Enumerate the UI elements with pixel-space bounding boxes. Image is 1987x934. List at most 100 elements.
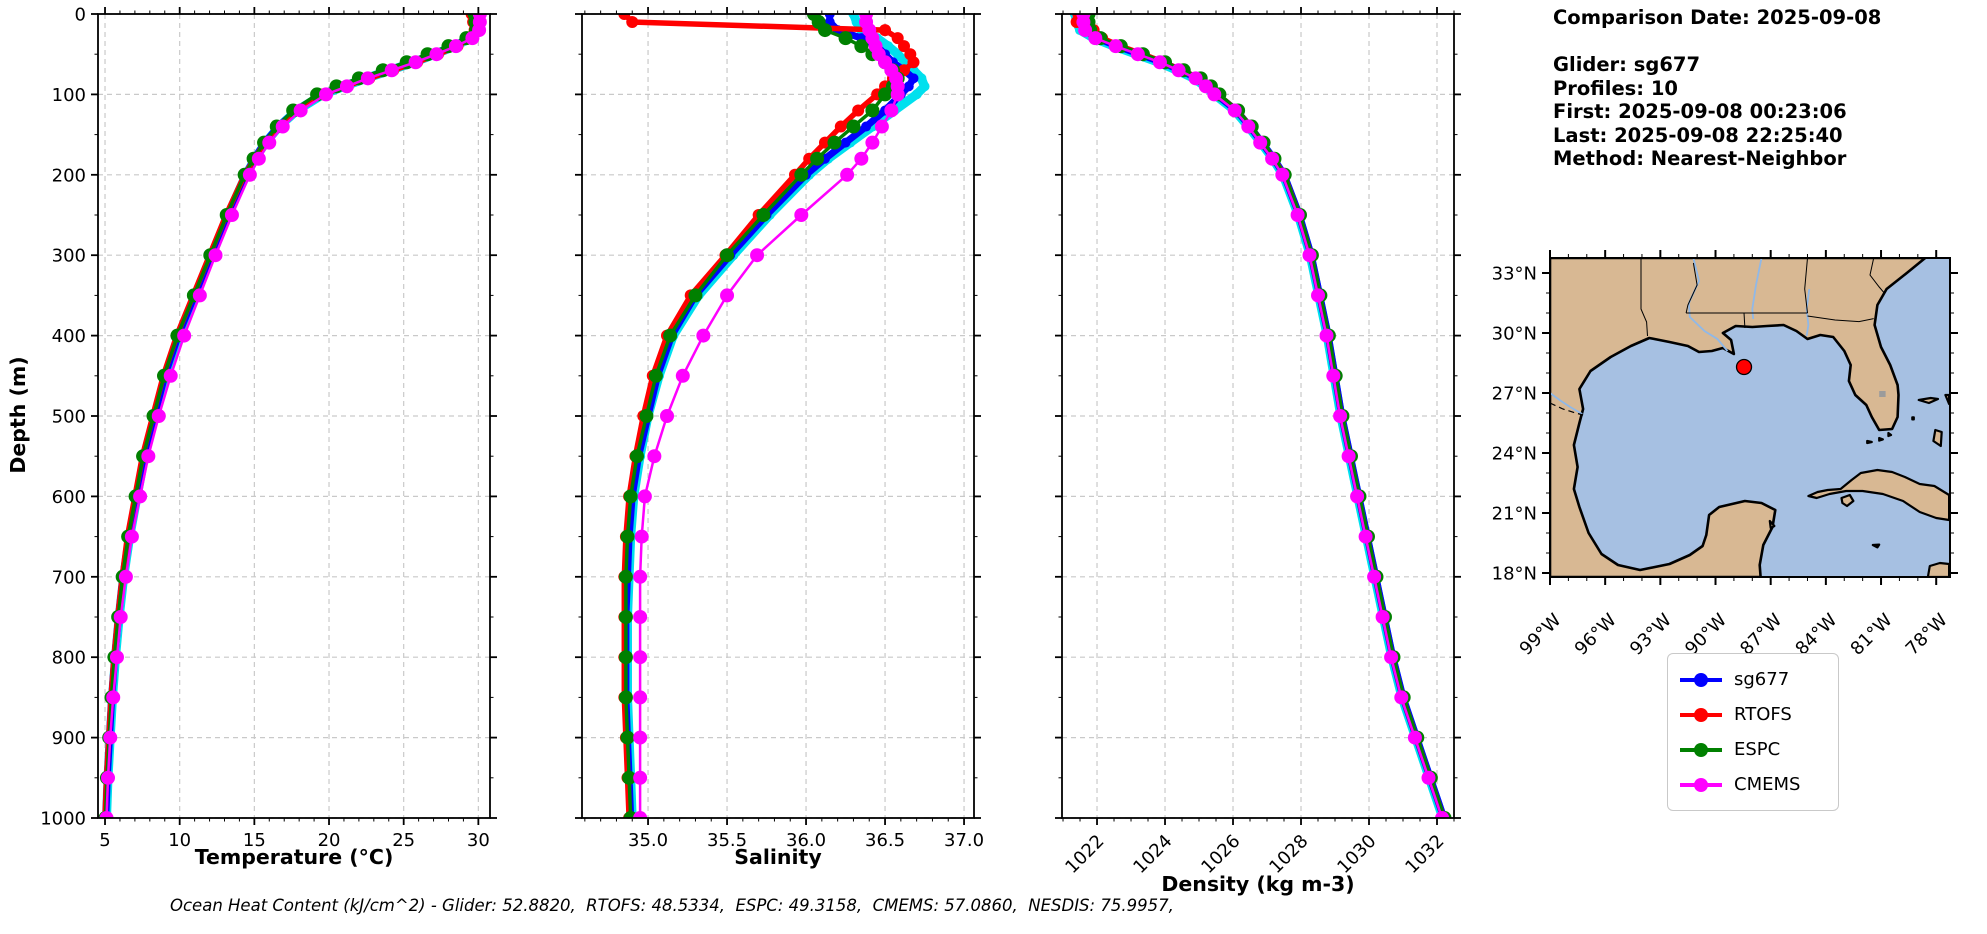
salinity-ESPC-marker: [827, 135, 842, 150]
svg-text:20: 20: [318, 830, 341, 851]
map-river: [1687, 258, 1729, 352]
salinity-ESPC-marker: [720, 248, 735, 263]
svg-text:78°W: 78°W: [1902, 610, 1952, 660]
salinity-CMEMS-marker: [840, 167, 855, 182]
legend-line-marker-RTOFS: [1680, 712, 1722, 717]
svg-text:0: 0: [75, 5, 86, 26]
info-panel: Comparison Date: 2025-09-08 Glider: sg67…: [1553, 6, 1881, 171]
svg-text:21°N: 21°N: [1492, 504, 1537, 525]
first-timestamp: First: 2025-09-08 00:23:06: [1553, 100, 1847, 123]
svg-text:1024: 1024: [1129, 831, 1176, 878]
svg-text:1026: 1026: [1197, 831, 1244, 878]
salinity-NESDIS-marker: [892, 49, 903, 60]
legend-label-CMEMS: CMEMS: [1734, 774, 1801, 795]
svg-text:30: 30: [467, 830, 490, 851]
method-label: Method: Nearest-Neighbor: [1553, 147, 1847, 170]
density-CMEMS-marker: [1326, 368, 1341, 383]
salinity-CMEMS-marker: [890, 87, 905, 102]
svg-text:10: 10: [168, 830, 191, 851]
temperature-CMEMS-marker: [262, 135, 277, 150]
map-state-border: [1640, 258, 1648, 337]
svg-text:24°N: 24°N: [1492, 444, 1537, 465]
svg-text:500: 500: [52, 407, 86, 428]
salinity-CMEMS-marker: [794, 208, 809, 222]
salinity-CMEMS-marker: [633, 690, 648, 705]
density-CMEMS-marker: [1188, 71, 1203, 86]
temperature-series-CMEMS: [99, 14, 487, 818]
salinity-CMEMS-marker: [633, 610, 648, 624]
salinity-axis-title: Salinity: [734, 845, 822, 869]
temperature-CMEMS-marker: [151, 409, 166, 423]
density-CMEMS-marker: [1311, 288, 1326, 303]
density-CMEMS-marker: [1375, 610, 1390, 624]
temperature-CMEMS-marker: [448, 39, 463, 54]
salinity-ESPC-marker: [623, 489, 638, 504]
map-land-polygon: [1840, 493, 1855, 508]
temperature-CMEMS-marker: [106, 690, 121, 705]
density-CMEMS-marker: [1407, 730, 1422, 745]
salinity-ESPC-marker: [854, 39, 869, 54]
density-CMEMS-marker: [1384, 650, 1399, 665]
legend-line-marker-ESPC: [1680, 747, 1722, 752]
density-tick-labels: 1022 1024 1026 1028 1030 1032: [1061, 831, 1448, 878]
density-CMEMS-marker: [1253, 135, 1268, 150]
salinity-RTOFS-marker: [907, 56, 920, 69]
temperature-CMEMS-marker: [113, 610, 128, 624]
salinity-ESPC-marker: [846, 119, 861, 134]
density-CMEMS-marker: [1333, 409, 1348, 423]
temperature-frame: [97, 13, 491, 819]
temperature-CMEMS-marker: [319, 87, 334, 102]
salinity-ESPC-marker: [618, 690, 633, 705]
map-land-polygon: [1878, 436, 1885, 442]
salinity-ESPC-marker: [688, 288, 703, 303]
legend-item-ESPC: ESPC: [1680, 732, 1826, 767]
salinity-CMEMS-marker: [637, 489, 652, 504]
glider-location-marker: [1735, 358, 1753, 376]
density-CMEMS-marker: [1341, 449, 1356, 464]
density-CMEMS-marker: [1152, 55, 1167, 70]
salinity-ESPC-marker: [618, 610, 633, 624]
salinity-NESDIS-marker: [883, 41, 894, 52]
salinity-NESDIS-marker: [851, 17, 862, 28]
salinity-CMEMS-marker: [633, 730, 648, 745]
temperature-CMEMS-marker: [293, 103, 308, 118]
salinity-RTOFS-marker: [626, 16, 639, 29]
density-CMEMS-marker: [1130, 47, 1145, 62]
temperature-CMEMS-marker: [101, 770, 116, 785]
comparison-date: Comparison Date: 2025-09-08: [1553, 6, 1882, 29]
svg-text:81°W: 81°W: [1847, 610, 1897, 660]
svg-text:15: 15: [243, 830, 266, 851]
salinity-tick-labels: 35.0 35.5 36.0 36.5 37.0: [628, 830, 984, 851]
salinity-CMEMS-marker: [660, 409, 675, 423]
svg-text:1032: 1032: [1401, 831, 1448, 878]
density-axis-title: Density (kg m-3): [1161, 872, 1355, 896]
map-country-border: [1550, 402, 1584, 416]
salinity-ESPC-marker: [663, 328, 678, 343]
map-river: [1805, 288, 1811, 337]
density-CMEMS-marker: [1265, 151, 1280, 166]
info-spacer: [1553, 30, 1881, 54]
temperature-ticks: [91, 7, 497, 825]
temperature-CMEMS-marker: [177, 328, 192, 343]
density-CMEMS-marker: [1302, 248, 1317, 263]
map-state-border: [1743, 312, 1746, 329]
temperature-CMEMS-marker: [275, 119, 290, 134]
profiles-count: Profiles: 10: [1553, 76, 1678, 100]
temperature-CMEMS-marker: [141, 449, 156, 464]
svg-text:200: 200: [52, 165, 86, 186]
svg-text:36.0: 36.0: [786, 830, 826, 851]
salinity-sg677-marker: [908, 73, 919, 84]
density-CMEMS-marker: [1290, 208, 1305, 222]
density-plot: 1022 1024 1026 1028 1030 1032: [1055, 7, 1461, 878]
salinity-ESPC-marker: [648, 368, 663, 383]
svg-text:1000: 1000: [40, 809, 86, 830]
temperature-CMEMS-marker: [429, 47, 444, 62]
temperature-CMEMS-marker: [163, 368, 178, 383]
density-frame: [1061, 13, 1455, 819]
legend-label-RTOFS: RTOFS: [1734, 704, 1792, 725]
legend-item-RTOFS: RTOFS: [1680, 697, 1826, 732]
svg-text:900: 900: [52, 728, 86, 749]
salinity-NESDIS-marker: [911, 89, 922, 100]
temperature-tick-labels: 5 10 15 20 25 3001002003004005006007008009001…: [40, 5, 490, 852]
svg-text:27°N: 27°N: [1492, 384, 1537, 405]
